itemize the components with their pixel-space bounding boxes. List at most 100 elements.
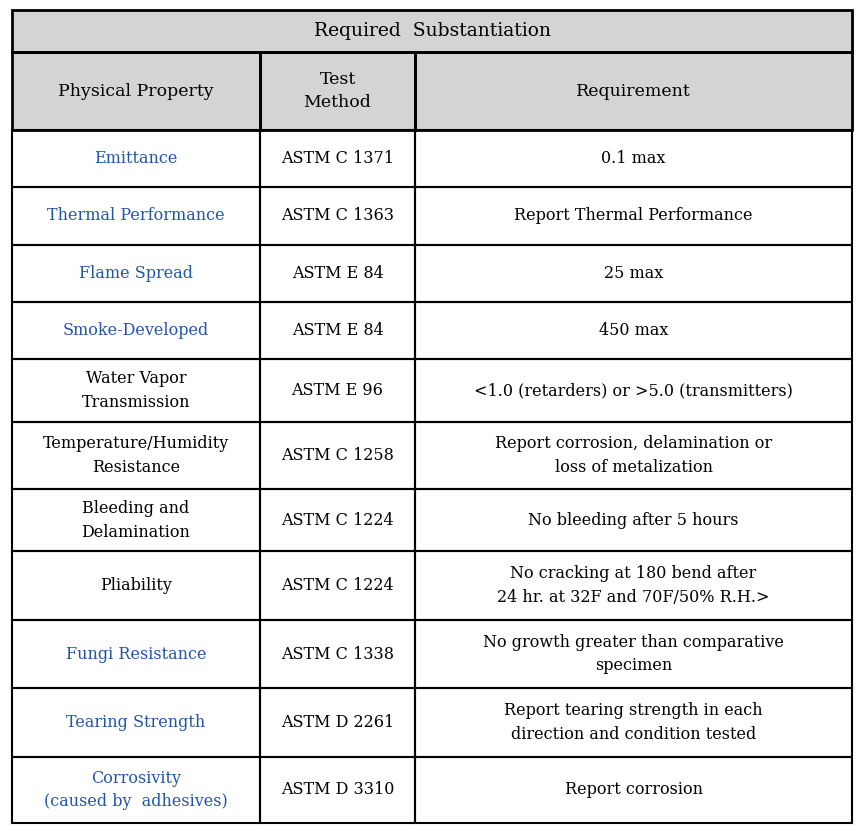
- Bar: [416, 551, 852, 620]
- Bar: [416, 245, 852, 302]
- Bar: [416, 756, 852, 823]
- Text: No bleeding after 5 hours: No bleeding after 5 hours: [529, 511, 739, 529]
- Bar: [416, 187, 852, 245]
- Text: ASTM C 1363: ASTM C 1363: [281, 207, 394, 225]
- Bar: [12, 359, 260, 421]
- Bar: [260, 359, 416, 421]
- Text: Report Thermal Performance: Report Thermal Performance: [514, 207, 753, 225]
- Text: Temperature/Humidity
Resistance: Temperature/Humidity Resistance: [43, 435, 229, 476]
- Text: Bleeding and
Delamination: Bleeding and Delamination: [81, 500, 190, 541]
- Bar: [416, 359, 852, 421]
- Text: ASTM E 96: ASTM E 96: [291, 382, 384, 399]
- Bar: [12, 130, 260, 187]
- Bar: [12, 688, 260, 756]
- Bar: [12, 130, 260, 187]
- Text: ASTM C 1338: ASTM C 1338: [281, 646, 394, 662]
- Text: No growth greater than comparative
specimen: No growth greater than comparative speci…: [483, 634, 784, 674]
- Bar: [12, 52, 260, 130]
- Bar: [260, 130, 416, 187]
- Bar: [12, 359, 260, 421]
- Text: 25 max: 25 max: [604, 265, 664, 282]
- Bar: [12, 302, 260, 359]
- Bar: [12, 551, 260, 620]
- Text: ASTM D 2261: ASTM D 2261: [281, 714, 394, 731]
- Text: Report corrosion, delamination or
loss of metalization: Report corrosion, delamination or loss o…: [495, 435, 772, 476]
- Bar: [416, 52, 852, 130]
- Text: ASTM E 84: ASTM E 84: [292, 265, 384, 282]
- Text: Report tearing strength in each
direction and condition tested: Report tearing strength in each directio…: [505, 702, 763, 743]
- Bar: [416, 302, 852, 359]
- Text: ASTM D 3310: ASTM D 3310: [281, 781, 394, 798]
- Bar: [12, 10, 852, 52]
- Bar: [260, 187, 416, 245]
- Bar: [12, 245, 260, 302]
- Text: ASTM E 84: ASTM E 84: [292, 322, 384, 339]
- Bar: [260, 245, 416, 302]
- Bar: [260, 130, 416, 187]
- Text: Thermal Performance: Thermal Performance: [47, 207, 225, 225]
- Bar: [416, 489, 852, 551]
- Bar: [12, 620, 260, 688]
- Text: ASTM C 1371: ASTM C 1371: [281, 150, 394, 167]
- Bar: [260, 489, 416, 551]
- Bar: [12, 551, 260, 620]
- Text: No cracking at 180 bend after
24 hr. at 32F and 70F/50% R.H.>: No cracking at 180 bend after 24 hr. at …: [498, 566, 770, 606]
- Text: ASTM C 1224: ASTM C 1224: [281, 511, 394, 529]
- Bar: [12, 620, 260, 688]
- Bar: [12, 187, 260, 245]
- Bar: [416, 620, 852, 688]
- Bar: [12, 245, 260, 302]
- Text: ASTM C 1258: ASTM C 1258: [281, 446, 394, 464]
- Bar: [416, 688, 852, 756]
- Bar: [416, 421, 852, 489]
- Bar: [260, 756, 416, 823]
- Bar: [416, 489, 852, 551]
- Bar: [260, 52, 416, 130]
- Text: Report corrosion: Report corrosion: [564, 781, 702, 798]
- Bar: [260, 359, 416, 421]
- Bar: [416, 688, 852, 756]
- Bar: [260, 421, 416, 489]
- Text: Water Vapor
Transmission: Water Vapor Transmission: [82, 370, 190, 411]
- Bar: [12, 688, 260, 756]
- Bar: [260, 688, 416, 756]
- Text: 450 max: 450 max: [599, 322, 668, 339]
- Bar: [416, 245, 852, 302]
- Bar: [416, 52, 852, 130]
- Text: Required  Substantiation: Required Substantiation: [314, 22, 550, 40]
- Bar: [416, 130, 852, 187]
- Bar: [416, 130, 852, 187]
- Bar: [260, 551, 416, 620]
- Bar: [260, 52, 416, 130]
- Text: Flame Spread: Flame Spread: [79, 265, 193, 282]
- Bar: [12, 52, 260, 130]
- Bar: [12, 302, 260, 359]
- Text: Requirement: Requirement: [576, 82, 691, 99]
- Text: 0.1 max: 0.1 max: [601, 150, 666, 167]
- Bar: [416, 620, 852, 688]
- Text: Physical Property: Physical Property: [58, 82, 213, 99]
- Bar: [12, 489, 260, 551]
- Bar: [12, 421, 260, 489]
- Bar: [12, 187, 260, 245]
- Bar: [260, 620, 416, 688]
- Text: Tearing Strength: Tearing Strength: [67, 714, 206, 731]
- Bar: [260, 245, 416, 302]
- Text: Emittance: Emittance: [94, 150, 178, 167]
- Text: Corrosivity
(caused by  adhesives): Corrosivity (caused by adhesives): [44, 770, 228, 810]
- Bar: [12, 10, 852, 52]
- Bar: [260, 421, 416, 489]
- Text: Test
Method: Test Method: [303, 71, 372, 112]
- Bar: [416, 551, 852, 620]
- Bar: [260, 551, 416, 620]
- Text: <1.0 (retarders) or >5.0 (transmitters): <1.0 (retarders) or >5.0 (transmitters): [474, 382, 793, 399]
- Bar: [260, 302, 416, 359]
- Text: Fungi Resistance: Fungi Resistance: [66, 646, 206, 662]
- Text: Smoke-Developed: Smoke-Developed: [63, 322, 209, 339]
- Text: ASTM C 1224: ASTM C 1224: [281, 577, 394, 594]
- Bar: [12, 756, 260, 823]
- Bar: [260, 302, 416, 359]
- Bar: [260, 489, 416, 551]
- Bar: [416, 359, 852, 421]
- Bar: [260, 620, 416, 688]
